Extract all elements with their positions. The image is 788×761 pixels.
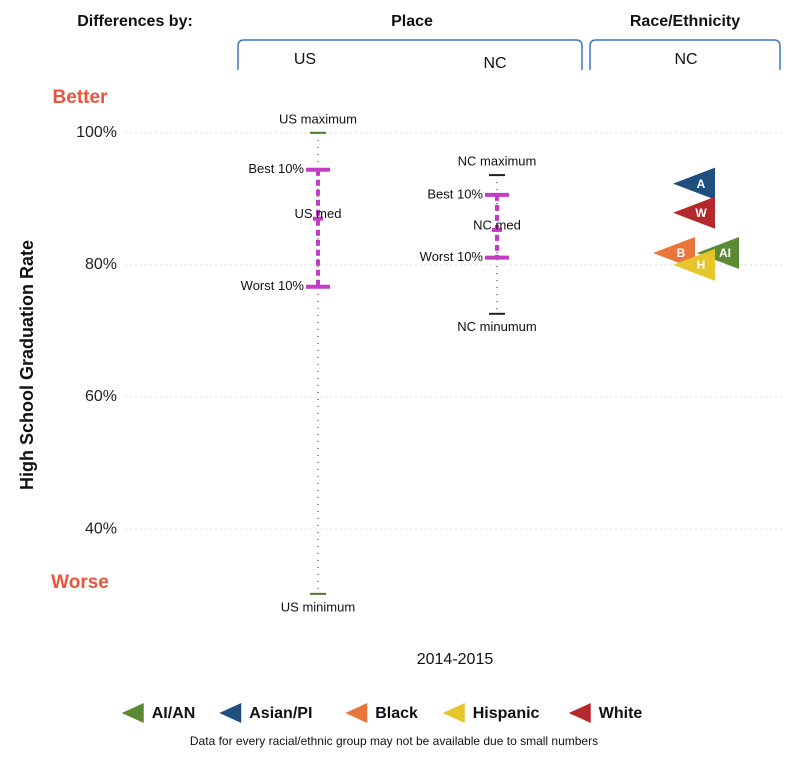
flag-letter: W bbox=[695, 206, 707, 220]
flag bbox=[673, 196, 715, 229]
x-axis-title: 2014-2015 bbox=[417, 651, 494, 668]
legend-label: Hispanic bbox=[473, 705, 540, 722]
range-label: NC minumum bbox=[457, 319, 536, 334]
range-label: US maximum bbox=[279, 111, 357, 126]
flag bbox=[697, 237, 739, 270]
range-label: Best 10% bbox=[248, 161, 304, 176]
footnote: Data for every racial/ethnic group may n… bbox=[190, 734, 598, 748]
column-label: NC bbox=[674, 51, 697, 68]
legend-label: Asian/PI bbox=[249, 705, 312, 722]
flag bbox=[673, 248, 715, 281]
group-marker: A bbox=[673, 167, 715, 200]
range-label: Best 10% bbox=[427, 186, 483, 201]
group-bracket bbox=[237, 39, 583, 70]
legend-label: Black bbox=[375, 705, 418, 722]
group-marker: H bbox=[673, 248, 715, 281]
legend-item: Black bbox=[345, 703, 418, 723]
legend-item: Asian/PI bbox=[219, 703, 312, 723]
legend-label: White bbox=[599, 705, 643, 722]
y-tick-label: 100% bbox=[76, 124, 117, 141]
legend-swatch bbox=[219, 703, 242, 723]
group-title: Place bbox=[391, 13, 433, 30]
group-marker: W bbox=[673, 196, 715, 229]
group-title: Race/Ethnicity bbox=[630, 13, 740, 30]
legend-swatch bbox=[568, 703, 591, 723]
range-label: Worst 10% bbox=[420, 249, 484, 264]
flag-letter: H bbox=[697, 258, 706, 272]
header-label: Differences by: bbox=[77, 13, 193, 30]
flag-letter: B bbox=[677, 246, 686, 260]
range-label: NC maximum bbox=[458, 154, 537, 169]
y-tick-label: 40% bbox=[85, 520, 117, 537]
range-label: Worst 10% bbox=[241, 278, 305, 293]
group-bracket bbox=[589, 39, 781, 70]
legend-item: Hispanic bbox=[442, 703, 540, 723]
legend-item: White bbox=[568, 703, 643, 723]
column-label: US bbox=[294, 51, 316, 68]
legend-item: AI/AN bbox=[121, 703, 196, 723]
flag bbox=[673, 167, 715, 200]
range-label: US med bbox=[295, 206, 342, 221]
legend-swatch bbox=[345, 703, 368, 723]
y-axis-title: High School Graduation Rate bbox=[17, 240, 37, 490]
worse-label: Worse bbox=[51, 572, 109, 593]
legend-swatch bbox=[121, 703, 144, 723]
legend-swatch bbox=[442, 703, 465, 723]
legend-label: AI/AN bbox=[152, 705, 196, 722]
column-label: NC bbox=[483, 55, 506, 72]
flag-letter: A bbox=[697, 177, 706, 191]
y-tick-label: 80% bbox=[85, 256, 117, 273]
y-tick-label: 60% bbox=[85, 388, 117, 405]
group-marker: AI bbox=[697, 237, 739, 270]
better-label: Better bbox=[53, 87, 109, 108]
range-label: US minimum bbox=[281, 599, 355, 614]
range-label: NC med bbox=[473, 217, 521, 232]
flag-letter: AI bbox=[719, 246, 731, 260]
